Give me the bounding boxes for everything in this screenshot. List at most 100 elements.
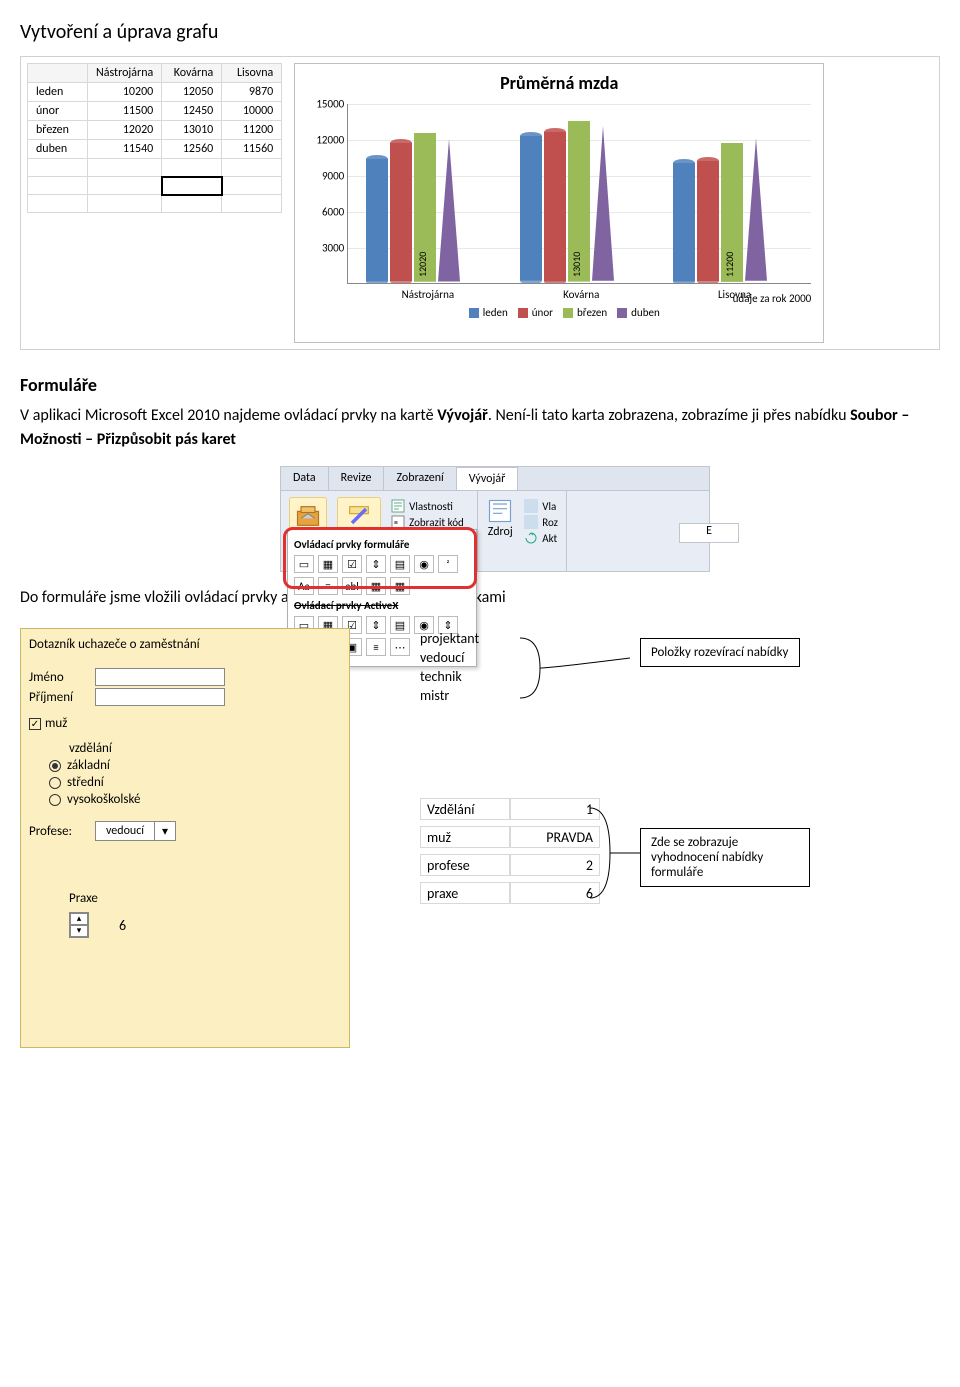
dropdown-item: technik	[420, 668, 479, 685]
dropdown-item: vedoucí	[420, 649, 479, 666]
control-icon[interactable]: ▭	[294, 555, 314, 573]
control-icon[interactable]: ▦	[318, 555, 338, 573]
chart-container: Průměrná mzda 30006000900012000150001202…	[294, 63, 824, 343]
control-icon[interactable]: ᶻ	[438, 555, 458, 573]
aux-icon	[524, 515, 538, 529]
sheet-cell[interactable]	[222, 159, 282, 177]
brace-connector-2	[580, 798, 660, 918]
spinner-value: 6	[119, 917, 126, 934]
practice-spinner[interactable]: ▴▾	[69, 912, 89, 938]
control-icon[interactable]: ☑	[342, 555, 362, 573]
sheet-cell[interactable]: 11540	[88, 140, 162, 159]
control-icon[interactable]: abl	[342, 577, 362, 595]
output-key: praxe	[420, 882, 510, 904]
sheet-cell[interactable]: 11500	[88, 102, 162, 121]
radio-high-label: vysokoškolské	[67, 792, 140, 807]
label-profession: Profese:	[29, 824, 89, 839]
ribbon-properties-item[interactable]: Vlastnosti	[391, 499, 469, 513]
chart-legend: ledenúnorbřezendubenúdaje za rok 2000	[307, 306, 811, 319]
sheet-cell[interactable]	[162, 177, 222, 195]
check-icon: ✓	[29, 718, 41, 730]
sheet-cell[interactable]	[88, 177, 162, 195]
sheet-cell[interactable]: 10000	[222, 102, 282, 121]
note-output-eval: Zde se zobrazuje vyhodnocení nabídky for…	[640, 828, 810, 887]
chart-cone	[438, 139, 460, 283]
ribbon-aux-vla[interactable]: Vla	[524, 499, 558, 513]
name-input[interactable]	[95, 668, 225, 686]
surname-input[interactable]	[95, 688, 225, 706]
ribbon-tab-data[interactable]: Data	[281, 467, 329, 490]
sheet-cell[interactable]: 12560	[162, 140, 222, 159]
spinner-down-icon: ▾	[70, 925, 88, 937]
ribbon-aux-akt[interactable]: Akt	[524, 531, 558, 545]
radio-mid[interactable]: střední	[49, 775, 341, 790]
profession-combo[interactable]: vedoucí ▾	[95, 821, 176, 841]
toolbox-icon	[294, 502, 322, 530]
label-education: vzdělání	[69, 741, 341, 756]
control-icon[interactable]: ◉	[414, 555, 434, 573]
control-icon[interactable]: ≡	[318, 577, 338, 595]
control-icon[interactable]: ⇕	[366, 555, 386, 573]
chart-cone	[745, 138, 767, 283]
intro-text-1: V aplikaci Microsoft Excel 2010 najdeme …	[20, 406, 437, 425]
sheet-cell[interactable]	[222, 177, 282, 195]
ribbon-source-label[interactable]: Zdroj	[488, 525, 513, 539]
label-practice: Praxe	[69, 891, 341, 906]
sheet-cell[interactable]	[162, 159, 222, 177]
sheet-cell[interactable]: 12020	[88, 121, 162, 140]
sheet-cell[interactable]: 12450	[162, 102, 222, 121]
control-icon[interactable]: Aa	[294, 577, 314, 595]
sheet-cell[interactable]: 10200	[88, 83, 162, 102]
legend-label: březen	[577, 306, 607, 319]
combo-value: vedoucí	[96, 824, 154, 838]
male-checkbox[interactable]: ✓ muž	[29, 716, 341, 731]
ribbon-tab-vývojář[interactable]: Vývojář	[457, 467, 519, 490]
form-intro-text: Do formuláře jsme vložili ovládací prvky…	[20, 586, 940, 610]
sheet-cell[interactable]: 11560	[222, 140, 282, 159]
section-title-forms: Formuláře	[20, 374, 940, 396]
sheet-cell[interactable]	[28, 195, 88, 213]
ribbon-viewcode-item[interactable]: ≡Zobrazit kód	[391, 515, 469, 529]
sheet-cell[interactable]: 12050	[162, 83, 222, 102]
properties-icon	[391, 499, 405, 513]
page-title: Vytvoření a úprava grafu	[20, 20, 940, 44]
sheet-header	[28, 64, 88, 83]
ribbon-tab-revize[interactable]: Revize	[329, 467, 385, 490]
male-label: muž	[45, 716, 67, 731]
excel-sheet: NástrojárnaKovárnaLisovnaleden1020012050…	[27, 63, 282, 343]
sheet-cell[interactable]	[28, 159, 88, 177]
form-title: Dotazník uchazeče o zaměstnání	[29, 637, 341, 652]
panel-form-title: Ovládací prvky formuláře	[294, 538, 470, 551]
chart-cylinder	[366, 155, 388, 283]
sheet-cell[interactable]: 9870	[222, 83, 282, 102]
sheet-cell[interactable]: 11200	[222, 121, 282, 140]
sheet-cell[interactable]	[88, 195, 162, 213]
label-surname: Příjmení	[29, 690, 89, 705]
ribbon-tab-zobrazení[interactable]: Zobrazení	[384, 467, 456, 490]
chevron-down-icon: ▾	[154, 822, 175, 840]
sheet-cell[interactable]	[222, 195, 282, 213]
output-key: profese	[420, 854, 510, 876]
radio-high[interactable]: vysokoškolské	[49, 792, 341, 807]
note-dropdown-items: Položky rozevírací nabídky	[640, 638, 800, 667]
radio-basic[interactable]: základní	[49, 758, 341, 773]
sheet-cell[interactable]	[162, 195, 222, 213]
control-icon[interactable]: ▦	[390, 577, 410, 595]
chart-cylinder	[673, 159, 695, 283]
legend-swatch	[469, 308, 479, 318]
sheet-header: Nástrojárna	[88, 64, 162, 83]
ribbon-aux-roz[interactable]: Roz	[524, 515, 558, 529]
radio-icon	[49, 760, 61, 772]
sheet-cell[interactable]	[28, 177, 88, 195]
legend-swatch	[563, 308, 573, 318]
output-key: Vzdělání	[420, 798, 510, 820]
sheet-cell[interactable]	[88, 159, 162, 177]
xml-source-icon	[486, 497, 514, 525]
sheet-cell[interactable]: 13010	[162, 121, 222, 140]
svg-text:≡: ≡	[394, 518, 398, 528]
dropdown-item: projektant	[420, 630, 479, 647]
sheet-row-label: březen	[28, 121, 88, 140]
control-icon[interactable]: ▤	[390, 555, 410, 573]
legend-swatch	[518, 308, 528, 318]
control-icon[interactable]: ▦	[366, 577, 386, 595]
